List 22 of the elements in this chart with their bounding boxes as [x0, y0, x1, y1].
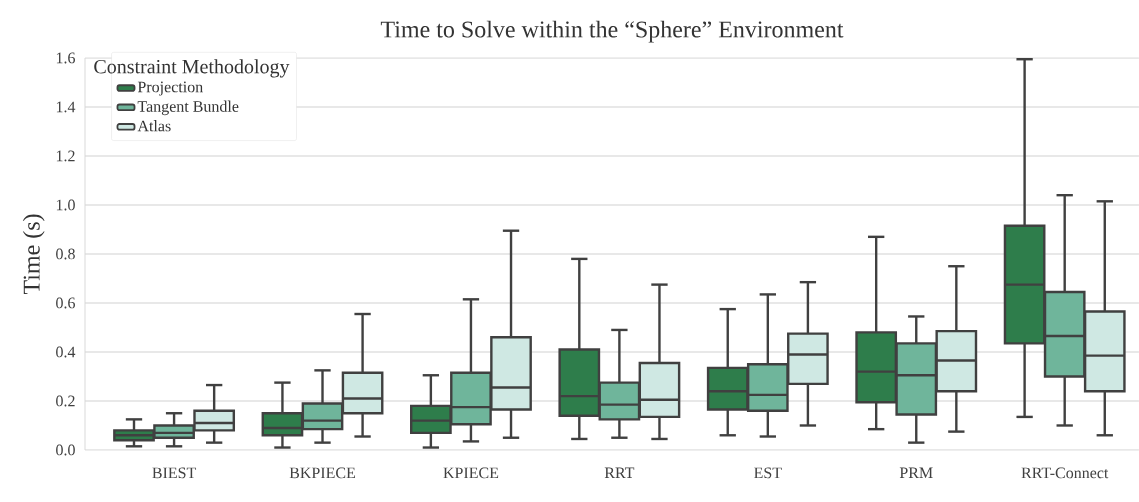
x-tick-label: EST — [754, 467, 782, 479]
y-tick-label: 1.2 — [56, 150, 75, 162]
y-tick-label: 0.2 — [56, 395, 75, 407]
x-tick-label: KPIECE — [443, 467, 499, 479]
y-tick-label: 1.4 — [56, 101, 76, 113]
y-tick-label: 0.6 — [56, 297, 76, 309]
y-axis-title: Time (s) — [22, 214, 45, 295]
x-tick-label: BIEST — [152, 467, 197, 479]
x-tick-label: PRM — [899, 467, 933, 478]
y-tick-label: 1.0 — [56, 199, 75, 211]
legend-title: Constraint Methodology — [94, 59, 290, 78]
legend-label: Tangent Bundle — [137, 100, 239, 116]
y-tick-label: 0.4 — [56, 346, 76, 358]
x-tick-label: RRT — [604, 467, 635, 478]
x-tick-label: RRT-Connect — [1021, 467, 1109, 479]
chart-title: Time to Solve within the “Sphere” Environment — [380, 20, 844, 43]
y-tick-label: 1.6 — [56, 52, 76, 64]
y-tick-label: 0.8 — [56, 248, 75, 260]
legend-label: Projection — [137, 81, 203, 96]
y-tick-label: 0.0 — [56, 444, 75, 456]
legend-label: Atlas — [137, 120, 171, 132]
x-tick-label: BKPIECE — [289, 467, 356, 479]
